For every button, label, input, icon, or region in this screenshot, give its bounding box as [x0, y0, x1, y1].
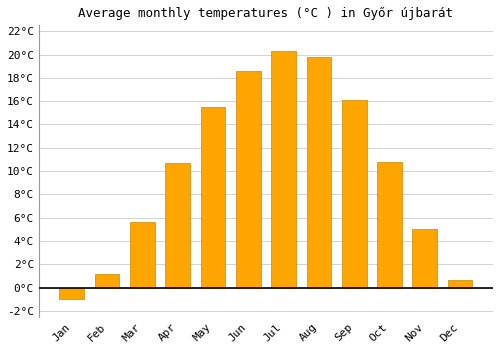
- Bar: [377, 162, 402, 288]
- Bar: [94, 274, 120, 288]
- Bar: [448, 280, 472, 288]
- Bar: [200, 107, 226, 288]
- Bar: [236, 71, 260, 288]
- Bar: [412, 229, 437, 288]
- Bar: [271, 51, 296, 288]
- Bar: [306, 57, 331, 288]
- Bar: [60, 288, 84, 299]
- Bar: [130, 222, 155, 288]
- Title: Average monthly temperatures (°C ) in Győr újbarát: Average monthly temperatures (°C ) in Gy…: [78, 7, 454, 20]
- Bar: [166, 163, 190, 288]
- Bar: [342, 100, 366, 288]
